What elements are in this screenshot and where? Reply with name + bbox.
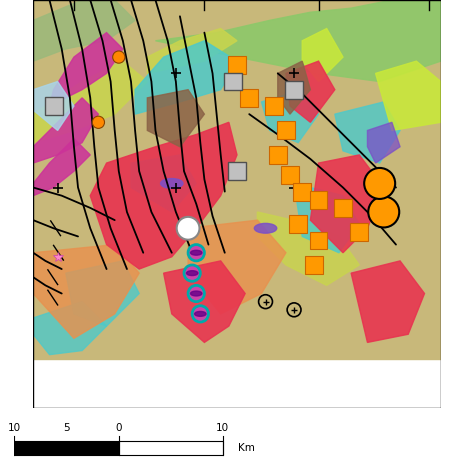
Bar	[45, 97, 63, 115]
Polygon shape	[147, 90, 204, 147]
Circle shape	[192, 306, 209, 322]
Bar	[269, 146, 287, 164]
Polygon shape	[33, 82, 74, 130]
Polygon shape	[135, 41, 237, 114]
Polygon shape	[188, 220, 286, 314]
Polygon shape	[310, 155, 384, 253]
Bar	[264, 97, 283, 115]
Circle shape	[184, 265, 201, 281]
Polygon shape	[155, 0, 441, 82]
Polygon shape	[33, 0, 441, 359]
Polygon shape	[33, 138, 90, 196]
Polygon shape	[33, 0, 135, 61]
Ellipse shape	[255, 223, 277, 233]
Bar	[228, 56, 246, 74]
Circle shape	[368, 197, 399, 228]
Ellipse shape	[195, 311, 206, 316]
Polygon shape	[33, 61, 147, 143]
Polygon shape	[278, 61, 310, 114]
Polygon shape	[131, 155, 196, 212]
Bar	[310, 231, 328, 249]
Bar	[224, 73, 242, 91]
Polygon shape	[335, 102, 400, 163]
Bar	[350, 223, 368, 241]
Polygon shape	[375, 61, 441, 130]
Ellipse shape	[186, 271, 198, 275]
Circle shape	[188, 245, 204, 261]
Circle shape	[177, 217, 200, 240]
Circle shape	[92, 116, 104, 128]
Polygon shape	[33, 301, 107, 355]
Text: 0: 0	[115, 423, 122, 433]
Bar	[240, 89, 258, 107]
Ellipse shape	[191, 250, 202, 255]
Polygon shape	[33, 245, 139, 338]
Text: Km: Km	[238, 443, 255, 453]
Bar	[334, 199, 352, 217]
Bar	[310, 191, 328, 209]
Text: 5: 5	[63, 423, 70, 433]
Bar	[277, 121, 295, 139]
Bar	[289, 215, 307, 233]
Bar	[228, 162, 246, 180]
Bar	[14, 441, 118, 455]
Bar	[285, 81, 303, 99]
Polygon shape	[66, 261, 139, 326]
Bar	[281, 166, 299, 184]
Circle shape	[188, 285, 204, 301]
Polygon shape	[90, 122, 237, 269]
Text: 10: 10	[216, 423, 229, 433]
Polygon shape	[286, 61, 335, 122]
Text: 10: 10	[8, 423, 21, 433]
Polygon shape	[147, 28, 237, 73]
Polygon shape	[33, 98, 99, 163]
Polygon shape	[351, 261, 425, 342]
Polygon shape	[257, 212, 359, 285]
Circle shape	[113, 51, 125, 63]
Circle shape	[364, 168, 395, 199]
Bar	[305, 256, 323, 274]
Bar	[118, 441, 223, 455]
Polygon shape	[302, 28, 343, 82]
Polygon shape	[49, 33, 123, 106]
Ellipse shape	[161, 179, 183, 188]
Polygon shape	[262, 90, 319, 143]
Bar	[293, 182, 311, 201]
Polygon shape	[294, 183, 359, 253]
Ellipse shape	[191, 291, 202, 296]
Polygon shape	[367, 122, 400, 163]
Polygon shape	[164, 261, 245, 342]
